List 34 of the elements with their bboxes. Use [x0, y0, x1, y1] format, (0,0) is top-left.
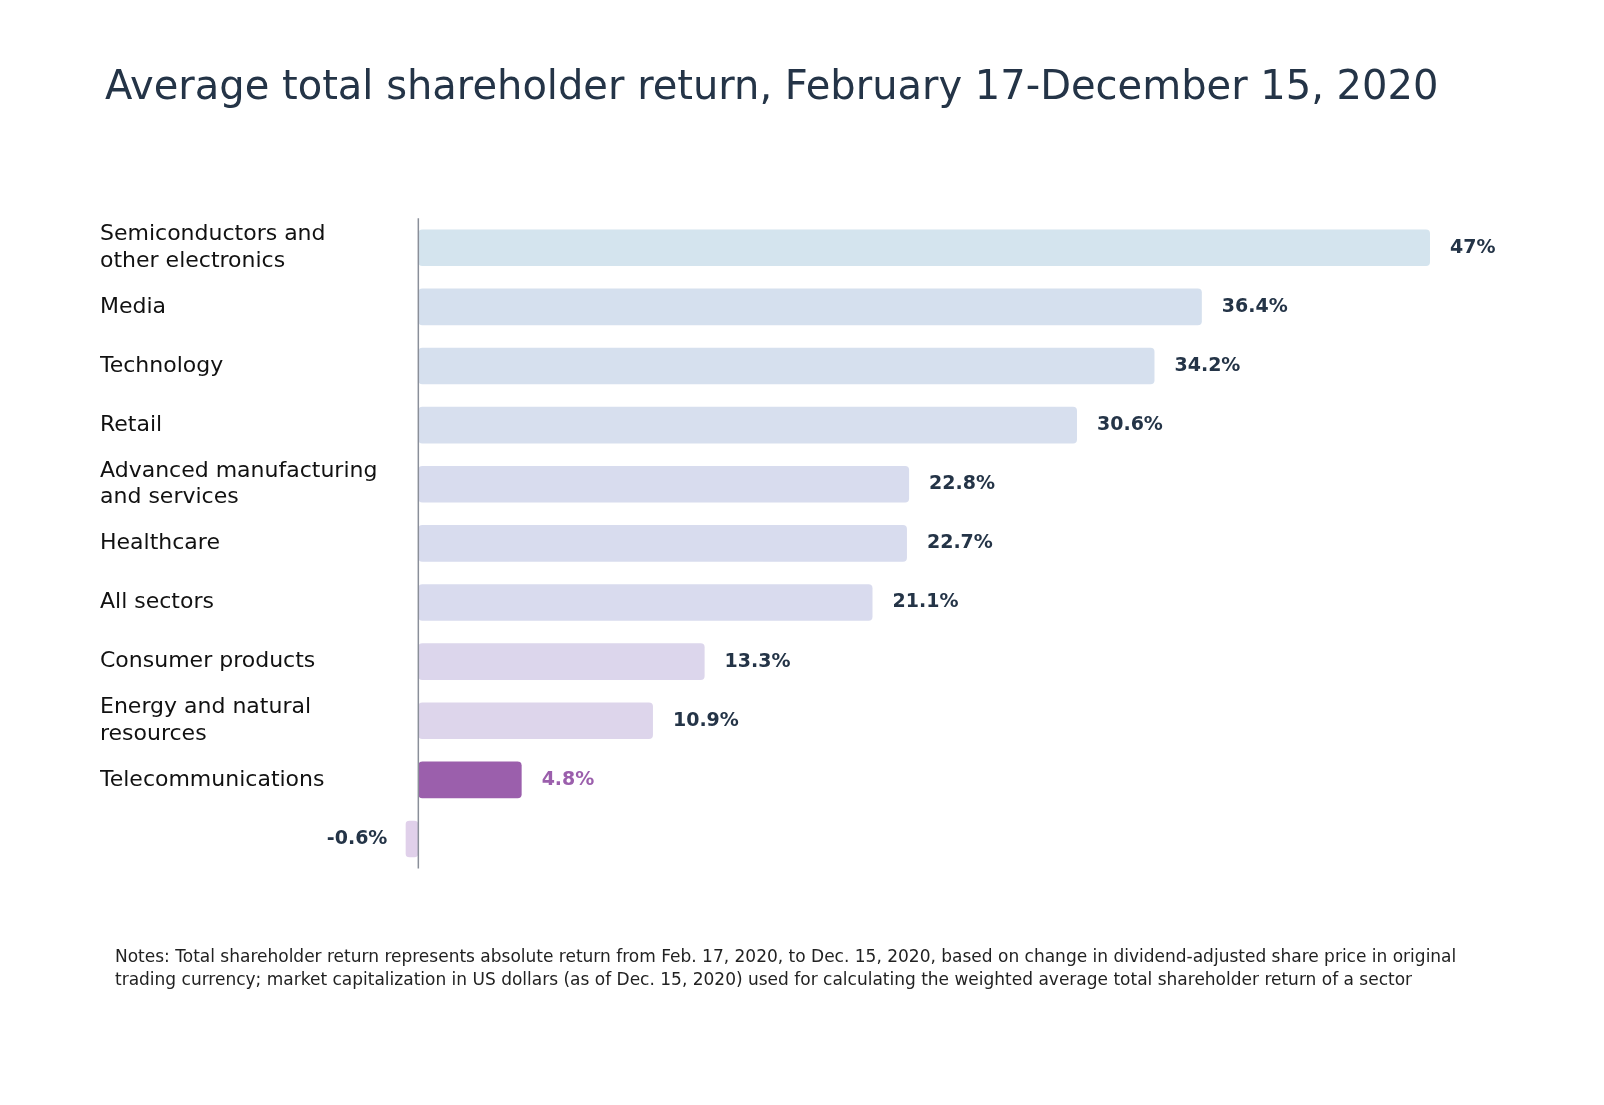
bar: [418, 229, 1430, 267]
y-tick-label: Consumer products: [100, 647, 316, 673]
data-label: 10.9%: [672, 707, 739, 730]
bar: [418, 347, 1155, 385]
bar: [418, 288, 1202, 326]
data-label: 4.8%: [541, 766, 595, 789]
data-label: 30.6%: [1096, 412, 1163, 435]
y-tick-label: Energy and natural resources: [100, 693, 312, 745]
data-label: 34.2%: [1174, 352, 1241, 375]
bar: [418, 584, 873, 621]
bar: [405, 820, 419, 858]
bar: [418, 643, 705, 680]
data-label: 22.7%: [926, 530, 993, 553]
data-label: 36.4%: [1221, 293, 1288, 316]
y-tick-label: Healthcare: [100, 529, 220, 555]
y-tick-label: Media: [100, 292, 167, 318]
y-tick-label: All sectors: [100, 588, 214, 614]
y-tick-label: Retail: [100, 410, 163, 436]
bar: [418, 702, 653, 740]
y-tick-label: Advanced manufacturing and services: [100, 456, 378, 509]
y-tick-label: Technology: [99, 351, 224, 377]
text: Notes: Total shareholder return represents absolute return from Feb. 17, 2020, to Dec. 15, 2020, based on change in dividend-adjusted share price in original trading currency; market capitalization in US dollars (as of Dec. 15, 2020) used for calculating the weighted average total shareholder return of a sector: [115, 945, 1458, 991]
data-label: 47%: [1450, 234, 1496, 257]
data-label: -0.6%: [326, 825, 388, 848]
chart-title: Average total shareholder return, February 17-December 15, 2020: [105, 62, 1439, 108]
y-tick-label: Telecommunications: [99, 765, 325, 791]
bar: [418, 406, 1077, 444]
data-label: 13.3%: [724, 648, 791, 671]
bar: [418, 465, 910, 503]
y-tick-label: Semiconductors and other electronics: [100, 220, 326, 272]
bar: [418, 525, 907, 562]
bar: [418, 761, 522, 799]
data-label: 21.1%: [892, 589, 959, 612]
data-label: 22.8%: [929, 471, 996, 494]
